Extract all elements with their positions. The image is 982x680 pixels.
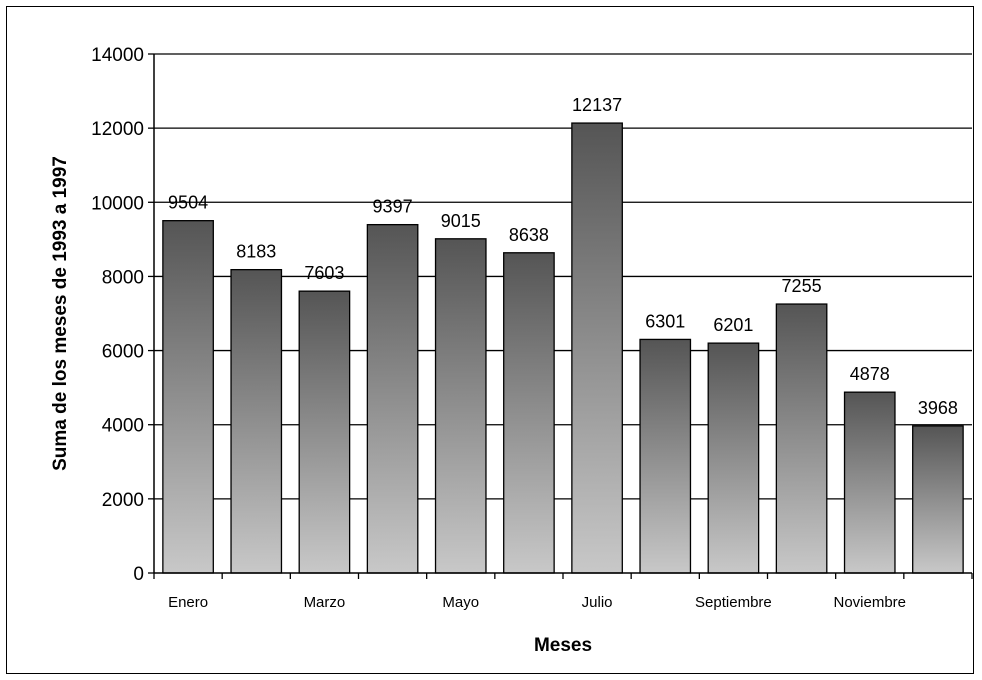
data-label: 8638: [509, 225, 549, 245]
y-tick-label: 0: [133, 564, 144, 585]
data-label: 9504: [168, 193, 208, 213]
bar-mayo: [434, 238, 487, 574]
axes: [148, 53, 973, 579]
data-label: 6201: [713, 315, 753, 335]
x-tick-label: Marzo: [304, 594, 346, 611]
bar-octubre: [775, 303, 828, 574]
y-tick-label: 12000: [91, 119, 144, 140]
x-tick-label: Mayo: [442, 594, 479, 611]
y-tick-label: 4000: [102, 416, 144, 437]
y-tick-label: 2000: [102, 490, 144, 511]
bar-septiembre: [707, 342, 760, 574]
bar-junio: [503, 252, 555, 574]
y-tick-label: 10000: [91, 193, 144, 214]
y-tick-labels: 0 2000 4000 6000 8000 10000 12000 14000: [91, 45, 144, 585]
data-label: 3968: [918, 398, 958, 418]
y-tick-label: 14000: [91, 45, 144, 66]
x-tick-label: Septiembre: [695, 594, 772, 611]
gridlines: [154, 53, 972, 500]
x-axis-title: Meses: [534, 635, 592, 656]
bar-febrero: [230, 268, 283, 574]
data-label: 12137: [572, 95, 622, 115]
bar-julio: [571, 122, 623, 574]
data-label: 7603: [304, 263, 344, 283]
bar-noviembre: [843, 391, 896, 574]
bar-agosto: [639, 338, 692, 574]
x-tick-label: Julio: [582, 594, 613, 611]
bar-abril: [366, 223, 419, 574]
bar-diciembre: [912, 425, 964, 574]
y-axis-title: Suma de los meses de 1993 a 1997: [50, 156, 71, 471]
y-tick-label: 8000: [102, 267, 144, 288]
y-tick-label: 6000: [102, 342, 144, 363]
data-label: 7255: [782, 276, 822, 296]
bars: [162, 122, 964, 574]
bar-marzo: [298, 290, 351, 574]
data-label: 4878: [850, 364, 890, 384]
data-label: 9397: [373, 197, 413, 217]
data-label: 6301: [645, 311, 685, 331]
data-label: 8183: [236, 242, 276, 262]
x-tick-label: Noviembre: [833, 594, 906, 611]
data-labels: 9504 8183 7603 9397 9015 8638 12137 6301 6201 725…: [168, 95, 958, 418]
x-tick-labels: Enero Marzo Mayo Julio Septiembre Noviembre: [168, 594, 906, 611]
bar-enero: [162, 220, 214, 574]
data-label: 9015: [441, 211, 481, 231]
x-tick-label: Enero: [168, 594, 208, 611]
